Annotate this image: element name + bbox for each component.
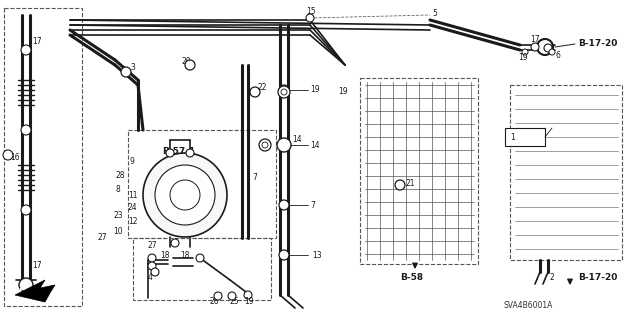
Text: 24: 24 xyxy=(128,204,138,212)
Text: B-17-20: B-17-20 xyxy=(578,40,618,48)
Circle shape xyxy=(531,43,539,51)
Circle shape xyxy=(279,140,289,150)
Text: 27: 27 xyxy=(98,234,108,242)
Circle shape xyxy=(228,292,236,300)
Circle shape xyxy=(19,278,33,292)
Text: 20: 20 xyxy=(182,57,191,66)
Text: 26: 26 xyxy=(210,298,220,307)
Circle shape xyxy=(21,45,31,55)
Circle shape xyxy=(3,150,13,160)
Circle shape xyxy=(549,49,555,55)
Text: 3: 3 xyxy=(130,63,135,72)
Text: B-17-20: B-17-20 xyxy=(578,273,618,283)
Circle shape xyxy=(281,89,287,95)
Text: 13: 13 xyxy=(312,250,322,259)
Text: 18: 18 xyxy=(160,251,170,261)
Circle shape xyxy=(155,165,215,225)
Bar xyxy=(133,238,271,300)
Circle shape xyxy=(279,200,289,210)
Text: 27: 27 xyxy=(148,241,157,249)
Circle shape xyxy=(544,44,552,52)
Text: 8: 8 xyxy=(115,186,120,195)
Circle shape xyxy=(166,149,174,157)
Text: 22: 22 xyxy=(258,84,268,93)
Text: 10: 10 xyxy=(113,227,123,236)
Polygon shape xyxy=(15,280,55,302)
Circle shape xyxy=(244,291,252,299)
Circle shape xyxy=(170,180,200,210)
Circle shape xyxy=(279,250,289,260)
Circle shape xyxy=(186,149,194,157)
Bar xyxy=(510,85,622,260)
Text: 25: 25 xyxy=(230,298,239,307)
Text: 17: 17 xyxy=(32,38,42,47)
Circle shape xyxy=(259,139,271,151)
Text: 23: 23 xyxy=(113,211,123,219)
Circle shape xyxy=(171,239,179,247)
Text: 19: 19 xyxy=(310,85,319,94)
Text: 2: 2 xyxy=(550,273,555,283)
Text: 19: 19 xyxy=(338,87,348,97)
Text: B-58: B-58 xyxy=(400,273,423,283)
Text: 17: 17 xyxy=(530,35,540,44)
Text: 5: 5 xyxy=(432,10,437,19)
Circle shape xyxy=(277,138,291,152)
Text: 18: 18 xyxy=(180,251,189,261)
Text: SVA4B6001A: SVA4B6001A xyxy=(504,300,554,309)
Text: 19: 19 xyxy=(244,298,253,307)
Circle shape xyxy=(148,262,156,270)
Circle shape xyxy=(250,87,260,97)
Bar xyxy=(360,78,478,264)
Text: 17: 17 xyxy=(32,261,42,270)
Text: 15: 15 xyxy=(306,6,316,16)
Text: 1: 1 xyxy=(510,133,515,143)
Text: 4: 4 xyxy=(148,273,153,283)
Circle shape xyxy=(148,254,156,262)
Circle shape xyxy=(151,268,159,276)
Text: 14: 14 xyxy=(310,140,319,150)
Bar xyxy=(128,130,276,238)
Circle shape xyxy=(196,254,204,262)
Circle shape xyxy=(306,14,314,22)
Text: 12: 12 xyxy=(128,218,138,226)
Text: 7: 7 xyxy=(252,174,257,182)
Circle shape xyxy=(395,180,405,190)
Circle shape xyxy=(21,125,31,135)
Circle shape xyxy=(522,49,528,55)
Circle shape xyxy=(262,142,268,148)
Circle shape xyxy=(278,86,290,98)
Circle shape xyxy=(185,60,195,70)
Circle shape xyxy=(214,292,222,300)
Text: 16: 16 xyxy=(10,152,20,161)
Text: 14: 14 xyxy=(292,136,301,145)
Bar xyxy=(505,128,545,146)
Text: 7: 7 xyxy=(310,201,315,210)
Text: B-57-1: B-57-1 xyxy=(162,147,195,157)
Bar xyxy=(4,8,82,306)
Circle shape xyxy=(279,85,289,95)
Circle shape xyxy=(121,67,131,77)
Text: 28: 28 xyxy=(115,170,125,180)
Circle shape xyxy=(143,153,227,237)
Text: 11: 11 xyxy=(128,190,138,199)
Text: FR.: FR. xyxy=(18,288,36,298)
Text: 6: 6 xyxy=(555,50,560,60)
Text: 9: 9 xyxy=(130,158,135,167)
Text: 21: 21 xyxy=(406,179,415,188)
Circle shape xyxy=(537,39,553,55)
Circle shape xyxy=(21,205,31,215)
Text: 19: 19 xyxy=(518,54,527,63)
